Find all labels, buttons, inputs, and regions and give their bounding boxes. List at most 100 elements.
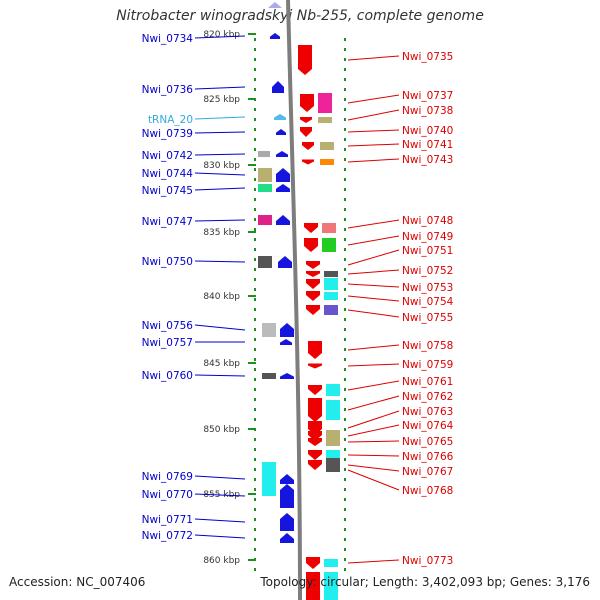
gene-arrow[interactable]: [280, 484, 294, 508]
gene-arrow[interactable]: [276, 215, 290, 225]
gene-label[interactable]: Nwi_0761: [402, 376, 453, 388]
gene-arrow[interactable]: [280, 513, 294, 531]
gene-arrow[interactable]: [298, 45, 312, 75]
gene-label[interactable]: Nwi_0770: [142, 489, 193, 501]
gene-label[interactable]: Nwi_0756: [142, 320, 194, 332]
gene-label[interactable]: Nwi_0760: [142, 370, 193, 382]
gene-glyph[interactable]: [326, 450, 340, 460]
gene-arrow[interactable]: [300, 127, 312, 137]
gene-arrow[interactable]: [276, 151, 288, 157]
gene-arrow[interactable]: [304, 223, 318, 233]
gene-arrow[interactable]: [306, 271, 320, 277]
gene-arrow[interactable]: [302, 142, 314, 150]
gene-glyph[interactable]: [306, 572, 320, 600]
gene-glyph[interactable]: [258, 168, 272, 182]
gene-arrow[interactable]: [308, 460, 322, 470]
gene-arrow[interactable]: [280, 339, 292, 345]
gene-label[interactable]: Nwi_0772: [142, 530, 193, 542]
gene-arrow[interactable]: [280, 323, 294, 337]
gene-arrow[interactable]: [306, 261, 320, 269]
gene-arrow[interactable]: [308, 398, 322, 422]
gene-label[interactable]: tRNA_20: [148, 114, 193, 126]
gene-glyph[interactable]: [322, 223, 336, 233]
gene-glyph[interactable]: [324, 271, 338, 277]
gene-glyph[interactable]: [326, 400, 340, 420]
gene-label[interactable]: Nwi_0771: [142, 514, 193, 526]
gene-glyph[interactable]: [320, 142, 334, 150]
gene-label[interactable]: Nwi_0768: [402, 485, 453, 497]
gene-label[interactable]: Nwi_0758: [402, 340, 453, 352]
gene-arrow[interactable]: [280, 533, 294, 543]
gene-arrow[interactable]: [308, 450, 322, 460]
gene-arrow[interactable]: [304, 238, 318, 252]
gene-label[interactable]: Nwi_0735: [402, 51, 453, 63]
gene-arrow[interactable]: [302, 159, 314, 165]
gene-arrow[interactable]: [274, 114, 286, 120]
gene-glyph[interactable]: [326, 458, 340, 472]
gene-glyph[interactable]: [262, 373, 276, 379]
gene-arrow[interactable]: [300, 117, 312, 123]
gene-label[interactable]: Nwi_0762: [402, 391, 453, 403]
gene-label[interactable]: Nwi_0769: [142, 471, 193, 483]
gene-glyph[interactable]: [326, 384, 340, 396]
gene-label[interactable]: Nwi_0736: [142, 84, 194, 96]
gene-arrow[interactable]: [306, 291, 320, 301]
gene-arrow[interactable]: [276, 129, 286, 135]
gene-glyph[interactable]: [326, 438, 340, 446]
gene-arrow[interactable]: [276, 184, 290, 192]
gene-glyph[interactable]: [262, 323, 276, 337]
gene-arrow[interactable]: [300, 94, 314, 112]
gene-label[interactable]: Nwi_0737: [402, 90, 453, 102]
gene-label[interactable]: Nwi_0749: [402, 231, 453, 243]
gene-glyph[interactable]: [324, 559, 338, 567]
gene-label[interactable]: Nwi_0764: [402, 420, 454, 432]
gene-label[interactable]: Nwi_0740: [402, 125, 453, 137]
gene-label[interactable]: Nwi_0759: [402, 359, 453, 371]
gene-glyph[interactable]: [324, 292, 338, 300]
gene-arrow[interactable]: [280, 474, 294, 484]
gene-label[interactable]: Nwi_0751: [402, 245, 453, 257]
gene-label[interactable]: Nwi_0754: [402, 296, 454, 308]
gene-glyph[interactable]: [324, 572, 338, 600]
gene-label[interactable]: Nwi_0752: [402, 265, 453, 277]
gene-label[interactable]: Nwi_0745: [142, 185, 193, 197]
gene-label[interactable]: Nwi_0738: [402, 105, 453, 117]
gene-arrow[interactable]: [306, 279, 320, 289]
gene-label[interactable]: Nwi_0748: [402, 215, 453, 227]
gene-arrow[interactable]: [270, 33, 280, 39]
gene-arrow[interactable]: [306, 305, 320, 315]
gene-label[interactable]: Nwi_0741: [402, 139, 453, 151]
gene-arrow[interactable]: [278, 256, 292, 268]
gene-label[interactable]: Nwi_0743: [402, 154, 453, 166]
gene-label[interactable]: Nwi_0755: [402, 312, 453, 324]
gene-glyph[interactable]: [322, 238, 336, 252]
gene-glyph[interactable]: [258, 256, 272, 268]
gene-arrow[interactable]: [306, 557, 320, 569]
gene-glyph[interactable]: [258, 184, 272, 192]
gene-glyph[interactable]: [318, 117, 332, 123]
gene-label[interactable]: Nwi_0763: [402, 406, 453, 418]
gene-arrow[interactable]: [276, 168, 290, 182]
gene-label[interactable]: Nwi_0753: [402, 282, 453, 294]
gene-glyph[interactable]: [258, 151, 270, 157]
gene-label[interactable]: Nwi_0744: [142, 168, 194, 180]
gene-label[interactable]: Nwi_0765: [402, 436, 453, 448]
gene-arrow[interactable]: [308, 438, 322, 446]
gene-glyph[interactable]: [324, 278, 338, 290]
gene-arrow[interactable]: [272, 81, 284, 93]
gene-arrow[interactable]: [308, 385, 322, 395]
gene-label[interactable]: Nwi_0773: [402, 555, 453, 567]
gene-arrow[interactable]: [308, 431, 322, 441]
gene-label[interactable]: Nwi_0739: [142, 128, 193, 140]
gene-label[interactable]: Nwi_0767: [402, 466, 453, 478]
gene-glyph[interactable]: [318, 93, 332, 113]
gene-label[interactable]: Nwi_0766: [402, 451, 454, 463]
gene-label[interactable]: Nwi_0734: [142, 33, 194, 45]
gene-label[interactable]: Nwi_0747: [142, 216, 193, 228]
gene-glyph[interactable]: [320, 159, 334, 165]
gene-glyph[interactable]: [258, 215, 272, 225]
gene-label[interactable]: Nwi_0750: [142, 256, 193, 268]
gene-arrow[interactable]: [308, 363, 322, 369]
gene-label[interactable]: Nwi_0742: [142, 150, 193, 162]
gene-arrow[interactable]: [308, 341, 322, 359]
